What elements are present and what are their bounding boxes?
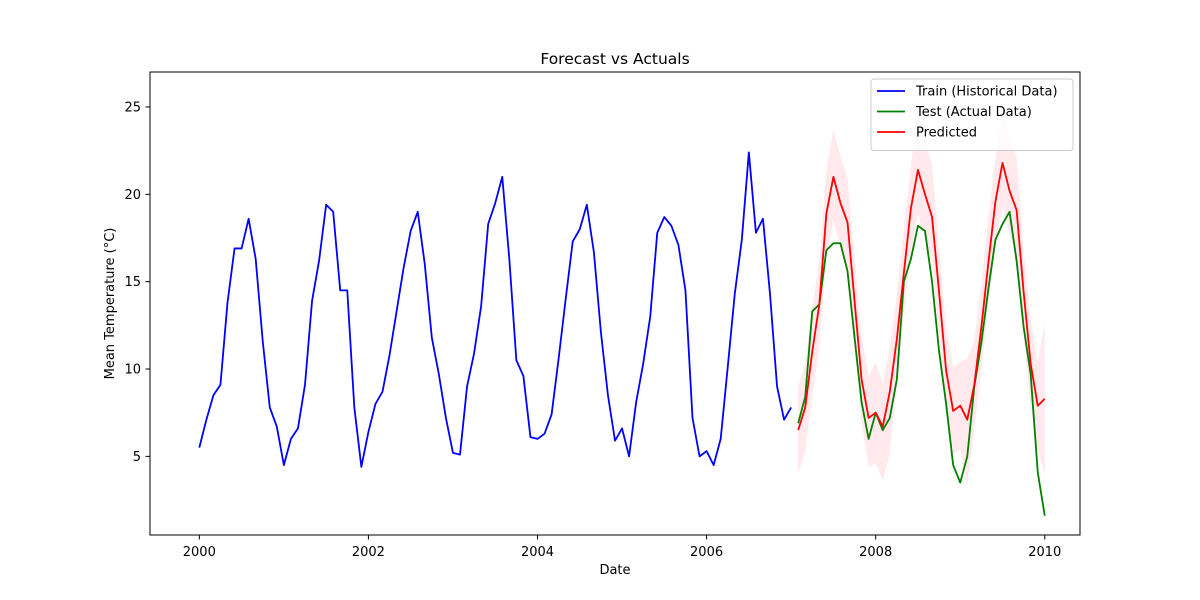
x-tick-label: 2006 <box>690 545 723 560</box>
y-tick-label: 25 <box>124 100 141 115</box>
legend: Train (Historical Data) Test (Actual Data… <box>870 78 1074 151</box>
y-tick-label: 5 <box>133 450 141 465</box>
legend-box <box>870 78 1074 151</box>
plot-series-group <box>198 110 1046 516</box>
legend-label: Train (Historical Data) <box>915 85 1058 100</box>
legend-label: Predicted <box>916 126 977 141</box>
x-tick-label: 2000 <box>183 545 216 560</box>
plot-frame <box>149 71 1081 536</box>
y-tick-label: 20 <box>124 188 141 203</box>
legend-label: Test (Actual Data) <box>915 105 1032 120</box>
x-tick-label: 2010 <box>1028 545 1061 560</box>
x-tick-label: 2002 <box>352 545 385 560</box>
y-tick-label: 15 <box>124 275 141 290</box>
x-tick-label: 2004 <box>521 545 554 560</box>
x-tick-label: 2008 <box>859 545 892 560</box>
axis-ticks: 2000 2002 2004 2006 2008 2010 5 10 15 20 25 <box>124 100 1061 560</box>
series-line-test-actual-data <box>797 210 1046 516</box>
y-tick-label: 10 <box>124 363 141 378</box>
series-line-train-historical-data <box>198 151 792 468</box>
series-line-predicted <box>797 161 1046 431</box>
plot-area <box>198 110 1046 516</box>
x-axis-title: Date <box>599 563 630 578</box>
y-axis-title: Mean Temperature (°C) <box>103 228 118 380</box>
chart-title: Forecast vs Actuals <box>540 50 689 68</box>
